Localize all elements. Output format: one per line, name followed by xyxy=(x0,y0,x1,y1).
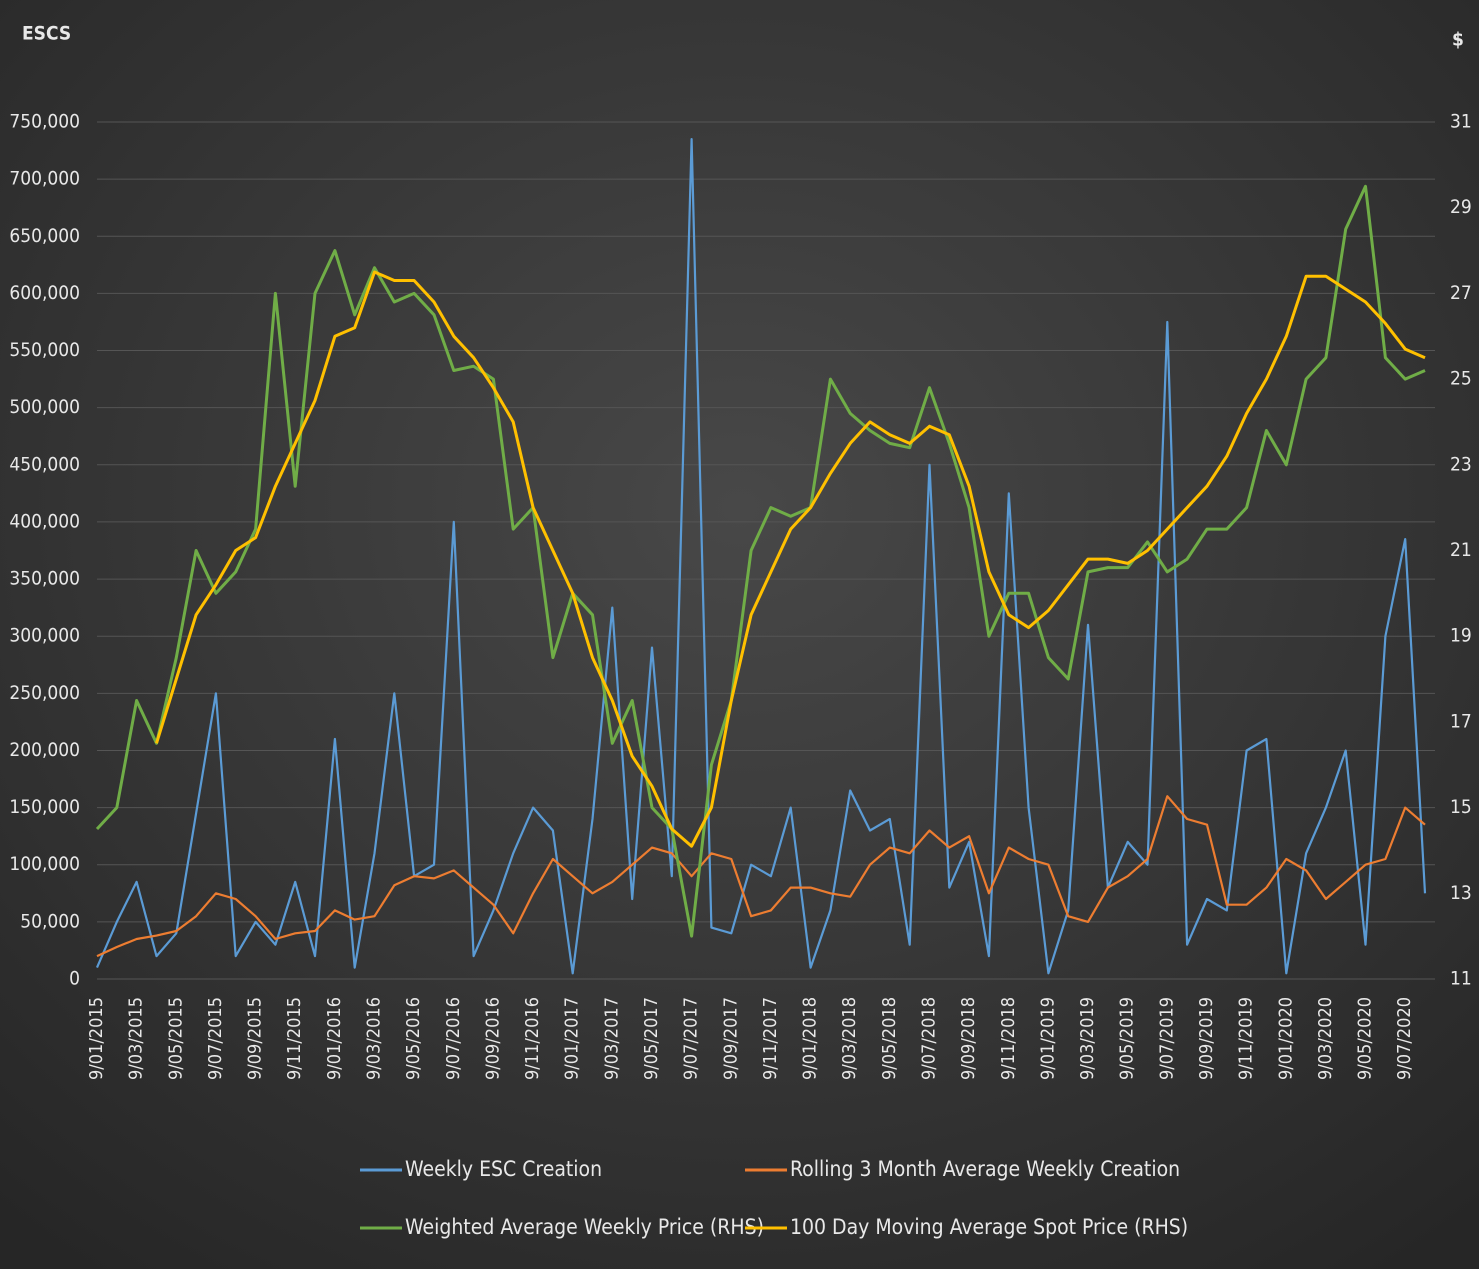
y-tick-label: 450,000 xyxy=(9,453,80,475)
x-tick-label: 9/05/2016 xyxy=(403,997,424,1080)
y2-axis-label: $ xyxy=(1452,29,1464,51)
y-tick-label: 550,000 xyxy=(9,339,80,361)
x-tick-label: 9/07/2016 xyxy=(443,997,464,1080)
y-tick-label: 400,000 xyxy=(9,510,80,532)
y-tick-label: 150,000 xyxy=(9,796,80,818)
x-tick-label: 9/07/2020 xyxy=(1394,997,1415,1080)
x-tick-label: 9/01/2018 xyxy=(800,997,821,1080)
legend-label: 100 Day Moving Average Spot Price (RHS) xyxy=(790,1215,1188,1239)
y-tick-label: 300,000 xyxy=(9,625,80,647)
y2-tick-label: 29 xyxy=(1450,196,1472,218)
y-tick-label: 650,000 xyxy=(9,225,80,247)
x-tick-label: 9/01/2020 xyxy=(1275,997,1296,1080)
y-axis-label: ESCS xyxy=(22,23,71,45)
x-tick-label: 9/09/2015 xyxy=(245,997,266,1080)
x-tick-label: 9/11/2016 xyxy=(522,997,543,1080)
x-tick-label: 9/11/2015 xyxy=(284,997,305,1080)
x-tick-label: 9/09/2016 xyxy=(482,997,503,1080)
x-tick-label: 9/03/2016 xyxy=(363,997,384,1080)
x-tick-label: 9/09/2018 xyxy=(958,997,979,1080)
series-line xyxy=(96,795,1426,958)
x-tick-label: 9/03/2015 xyxy=(126,997,147,1080)
x-tick-label: 9/09/2017 xyxy=(720,997,741,1080)
x-tick-label: 9/05/2019 xyxy=(1117,997,1138,1080)
y-tick-label: 700,000 xyxy=(9,168,80,190)
y2-tick-label: 27 xyxy=(1450,282,1472,304)
y-tick-label: 0 xyxy=(69,968,80,990)
y2-tick-label: 17 xyxy=(1450,710,1472,732)
x-tick-label: 9/01/2017 xyxy=(562,997,583,1080)
x-tick-label: 9/09/2019 xyxy=(1196,997,1217,1080)
x-tick-label: 9/07/2018 xyxy=(918,997,939,1080)
x-tick-label: 9/01/2016 xyxy=(324,997,345,1080)
x-tick-label: 9/07/2017 xyxy=(681,997,702,1080)
y-tick-label: 350,000 xyxy=(9,568,80,590)
series-line xyxy=(95,184,1426,938)
y2-tick-label: 15 xyxy=(1450,796,1472,818)
x-tick-label: 9/03/2020 xyxy=(1315,997,1336,1080)
x-tick-label: 9/01/2019 xyxy=(1037,997,1058,1080)
y2-tick-label: 21 xyxy=(1450,539,1472,561)
y2-tick-label: 13 xyxy=(1450,882,1472,904)
legend-label: Weighted Average Weekly Price (RHS) xyxy=(405,1215,764,1239)
series-line xyxy=(155,270,1426,848)
legend-label: Weekly ESC Creation xyxy=(405,1157,602,1181)
x-tick-label: 9/11/2019 xyxy=(1236,997,1257,1080)
y2-tick-label: 25 xyxy=(1450,368,1472,390)
legend-label: Rolling 3 Month Average Weekly Creation xyxy=(790,1157,1180,1181)
y2-tick-label: 31 xyxy=(1450,111,1472,133)
y2-tick-label: 23 xyxy=(1450,453,1472,475)
x-tick-label: 9/05/2015 xyxy=(165,997,186,1080)
series-line xyxy=(95,138,1427,975)
y-tick-label: 200,000 xyxy=(9,739,80,761)
x-tick-label: 9/01/2015 xyxy=(86,997,107,1080)
y-tick-label: 750,000 xyxy=(9,111,80,133)
y-tick-label: 100,000 xyxy=(9,853,80,875)
y-tick-label: 250,000 xyxy=(9,682,80,704)
x-tick-label: 9/03/2017 xyxy=(601,997,622,1080)
x-tick-label: 9/07/2015 xyxy=(205,997,226,1080)
y2-tick-label: 19 xyxy=(1450,625,1472,647)
x-tick-label: 9/07/2019 xyxy=(1156,997,1177,1080)
y-tick-label: 600,000 xyxy=(9,282,80,304)
x-tick-label: 9/05/2017 xyxy=(641,997,662,1080)
y-tick-label: 500,000 xyxy=(9,396,80,418)
y2-tick-label: 11 xyxy=(1450,968,1472,990)
y-tick-label: 50,000 xyxy=(20,910,80,932)
x-tick-label: 9/03/2019 xyxy=(1077,997,1098,1080)
x-tick-label: 9/05/2018 xyxy=(879,997,900,1080)
x-tick-label: 9/11/2018 xyxy=(998,997,1019,1080)
x-tick-label: 9/03/2018 xyxy=(839,997,860,1080)
x-tick-label: 9/05/2020 xyxy=(1355,997,1376,1080)
x-tick-label: 9/11/2017 xyxy=(760,997,781,1080)
